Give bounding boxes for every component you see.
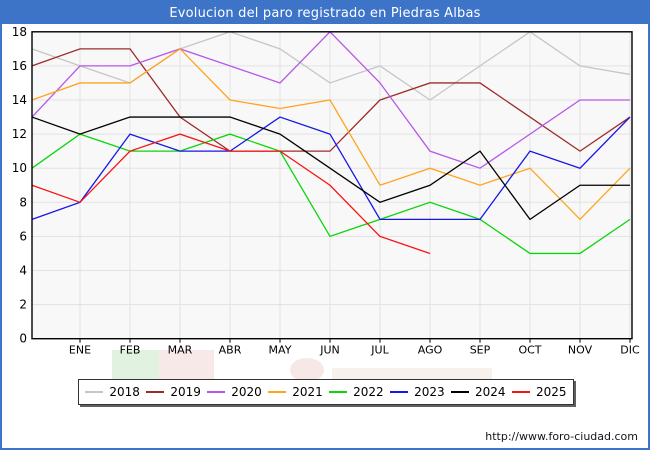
y-tick-label-16: 16 (12, 59, 27, 73)
legend-item-2025: 2025 (511, 385, 567, 399)
legend-item-2024: 2024 (451, 385, 506, 399)
series-line-2024 (31, 116, 630, 221)
legend-label-2025: 2025 (535, 385, 567, 399)
legend-dash-2020 (207, 391, 226, 393)
legend-label-2018: 2018 (109, 385, 140, 399)
legend-item-2022: 2022 (329, 385, 384, 399)
legend-label-2024: 2024 (475, 385, 506, 399)
legend-label-2019: 2019 (170, 385, 201, 399)
y-tick-label-2: 2 (19, 298, 27, 312)
y-tick-label-6: 6 (19, 229, 27, 243)
legend-dash-2025 (511, 391, 530, 393)
series-line-2025 (31, 133, 431, 255)
chart-title: Evolucion del paro registrado en Piedras… (169, 5, 481, 21)
legend-dash-2022 (329, 391, 348, 393)
legend-dash-2023 (390, 391, 409, 393)
series-line-2021 (31, 48, 631, 221)
x-tick-label-FEB: FEB (120, 344, 141, 357)
y-tick-label-0: 0 (19, 332, 27, 346)
legend-label-2021: 2021 (292, 385, 323, 399)
legend-label-2022: 2022 (353, 385, 384, 399)
x-tick-label-MAR: MAR (168, 344, 193, 357)
chart-legend: 2018 2019 2020 2021 2022 2023 2024 2025 (78, 379, 574, 405)
legend-dash-2019 (146, 391, 165, 393)
x-tick-label-AGO: AGO (418, 344, 443, 357)
y-tick-label-10: 10 (12, 161, 27, 175)
x-tick-label-OCT: OCT (518, 344, 541, 357)
y-tick-label-18: 18 (12, 25, 27, 39)
legend-dash-2024 (451, 391, 470, 393)
x-tick-label-MAY: MAY (269, 344, 292, 357)
x-tick-label-JUL: JUL (370, 344, 389, 357)
series-line-2023 (31, 116, 631, 221)
title-bar: Evolucion del paro registrado en Piedras… (2, 2, 648, 24)
x-tick-label-SEP: SEP (470, 344, 491, 357)
x-tick-label-DIC: DIC (620, 344, 640, 357)
x-tick-label-JUN: JUN (319, 344, 340, 357)
x-tick-label-NOV: NOV (568, 344, 593, 357)
x-tick-label-ABR: ABR (219, 344, 242, 357)
legend-item-2019: 2019 (146, 385, 201, 399)
y-tick-label-14: 14 (12, 93, 27, 107)
legend-dash-2018 (85, 391, 104, 393)
y-tick-label-12: 12 (12, 127, 27, 141)
series-line-2019 (31, 48, 631, 152)
y-tick-label-8: 8 (19, 195, 27, 209)
legend-label-2020: 2020 (231, 385, 262, 399)
x-tick-label-ENE: ENE (69, 344, 91, 357)
y-tick-label-4: 4 (19, 264, 27, 278)
footer-url: http://www.foro-ciudad.com (485, 430, 638, 443)
legend-dash-2021 (268, 391, 287, 393)
legend-item-2018: 2018 (85, 385, 140, 399)
legend-label-2023: 2023 (414, 385, 445, 399)
legend-item-2021: 2021 (268, 385, 323, 399)
legend-item-2020: 2020 (207, 385, 262, 399)
legend-item-2023: 2023 (390, 385, 445, 399)
